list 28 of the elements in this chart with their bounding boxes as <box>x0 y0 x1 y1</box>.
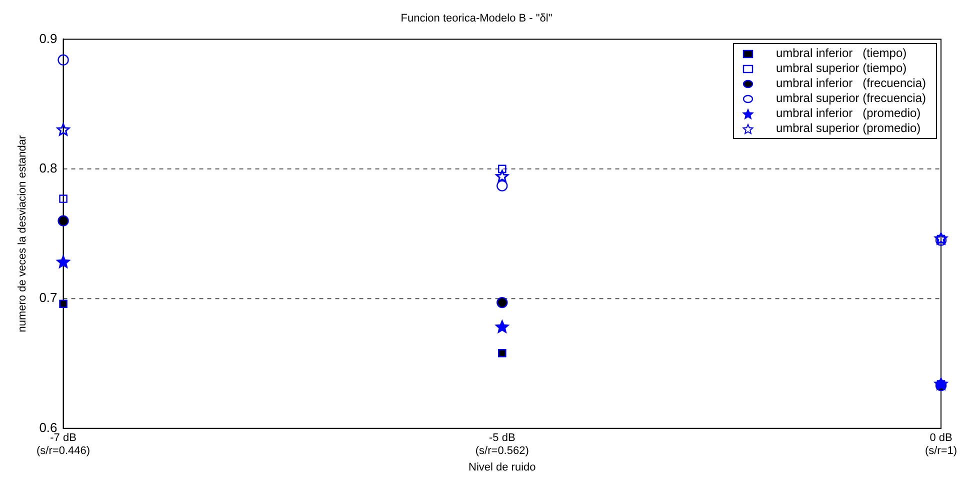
y-tick-label: 0.6 <box>39 420 58 435</box>
x-tick-label: 0 dB (s/r=1) <box>924 432 958 458</box>
point <box>498 164 506 174</box>
point <box>496 170 509 182</box>
point <box>58 215 69 226</box>
chart-title: Funcion teorica-Modelo B - "δl" <box>400 12 552 25</box>
x-tick-label: -7 dB (s/r=0.446) <box>36 432 90 458</box>
y-tick-label: 0.8 <box>39 160 58 176</box>
y-tick-label: 0.9 <box>39 30 58 46</box>
legend-label: umbral inferior (promedio) <box>776 106 921 122</box>
point <box>58 54 69 66</box>
point <box>56 123 70 136</box>
y-axis-title: numero de veces la desviacion estandar <box>16 135 29 332</box>
point <box>56 256 70 268</box>
legend-label: umbral superior (frecuencia) <box>776 91 926 106</box>
point <box>59 300 68 308</box>
point <box>496 180 508 192</box>
point <box>498 349 506 358</box>
point <box>59 194 68 203</box>
point <box>496 320 509 333</box>
legend-label: umbral inferior (frecuencia) <box>776 76 926 92</box>
x-axis-title: Nivel de ruido <box>468 461 536 474</box>
legend-label: umbral superior (promedio) <box>776 121 921 136</box>
legend-label: umbral superior (tiempo) <box>776 61 907 76</box>
legend-label: umbral inferior (tiempo) <box>776 46 907 62</box>
point <box>496 296 508 308</box>
x-tick-label: -5 dB (s/r=0.562) <box>475 432 529 458</box>
y-tick-label: 0.7 <box>39 290 58 306</box>
